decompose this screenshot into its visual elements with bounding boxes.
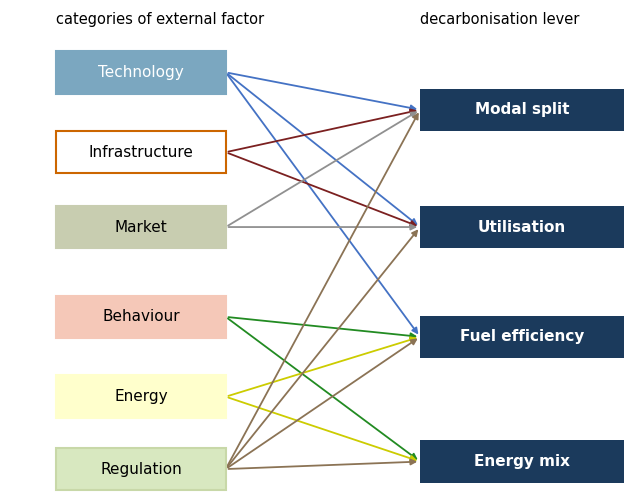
FancyBboxPatch shape [420,441,624,483]
Text: Utilisation: Utilisation [478,220,566,235]
Text: Fuel efficiency: Fuel efficiency [460,329,584,344]
Text: Behaviour: Behaviour [102,309,180,324]
FancyBboxPatch shape [420,89,624,131]
FancyBboxPatch shape [56,376,226,418]
FancyBboxPatch shape [56,206,226,248]
Text: categories of external factor: categories of external factor [56,12,265,27]
Text: Energy: Energy [114,389,168,404]
FancyBboxPatch shape [420,316,624,358]
FancyBboxPatch shape [56,51,226,94]
Text: Market: Market [115,220,167,235]
Text: Infrastructure: Infrastructure [88,145,194,160]
Text: Energy mix: Energy mix [474,454,570,469]
Text: decarbonisation lever: decarbonisation lever [420,12,579,27]
FancyBboxPatch shape [56,131,226,174]
Text: Modal split: Modal split [475,102,569,117]
Text: Regulation: Regulation [100,462,182,477]
Text: Technology: Technology [98,65,184,80]
FancyBboxPatch shape [56,295,226,338]
FancyBboxPatch shape [420,206,624,248]
FancyBboxPatch shape [56,448,226,490]
